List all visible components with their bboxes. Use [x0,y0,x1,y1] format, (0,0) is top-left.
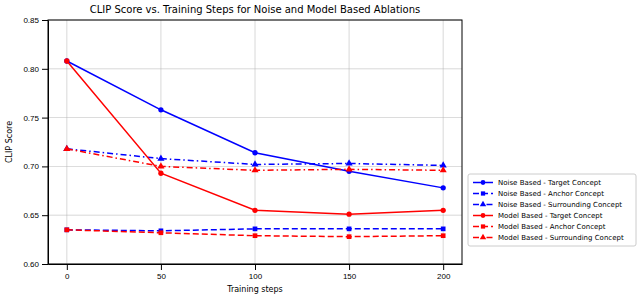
tick-label: 200 [437,272,451,281]
tick-mark [42,69,48,70]
marker [64,58,69,63]
y-axis: 0.60 0.65 0.70 0.75 0.80 0.85 [23,16,48,269]
grid [48,20,462,264]
tick-label: 0.65 [23,211,39,220]
tick: 0.60 [23,260,48,269]
legend-marker [481,224,485,228]
tick-label: 150 [343,272,357,281]
marker [346,165,353,171]
chart: 0 50 100 150 200 0.60 0.65 0.70 0.75 0.80 0.85 CLIP… [0,0,640,298]
tick-mark [443,264,444,270]
grid-line [48,68,462,69]
tick: 0.85 [23,16,48,25]
tick: 0.65 [23,211,48,220]
grid-line [48,117,462,118]
legend-label: Model Based - Surrounding Concept [498,234,624,242]
legend-label: Noise Based - Surrounding Concept [498,201,622,209]
marker [252,208,257,213]
tick-mark [42,166,48,167]
legend-box [468,174,636,246]
tick: 0 [65,264,70,281]
tick-mark [42,264,48,265]
legend-label: Noise Based - Target Concept [498,179,601,187]
tick-label: 0 [65,272,70,281]
series-line [67,61,443,188]
tick: 150 [343,264,357,281]
legend-marker [481,213,486,218]
tick-label: 0.80 [23,65,39,74]
tick-mark [161,264,162,270]
tick-label: 0.70 [23,162,39,171]
legend-label: Model Based - Target Concept [498,212,603,220]
legend-marker [481,191,485,195]
tick: 0.70 [23,162,48,171]
tick-mark [42,20,48,21]
marker [441,227,446,232]
marker [441,208,446,213]
marker [159,230,164,235]
legend-item: Noise Based - Surrounding Concept [473,201,622,209]
tick: 0.75 [23,114,48,123]
tick: 200 [437,264,451,281]
legend-item: Model Based - Surrounding Concept [473,234,624,242]
plot-frame [48,20,462,264]
legend-label: Model Based - Anchor Concept [498,223,606,231]
grid-line [66,20,67,264]
legend-item: Model Based - Target Concept [473,212,603,220]
tick: 50 [157,264,166,281]
x-axis: 0 50 100 150 200 [49,264,463,281]
series-group [63,58,446,239]
legend-item: Noise Based - Anchor Concept [473,190,604,198]
marker [63,145,70,151]
marker [64,227,69,232]
title: CLIP Score vs. Training Steps for Noise … [90,4,421,15]
tick-label: 100 [249,272,263,281]
marker [441,233,446,238]
marker [64,227,69,232]
tick-mark [349,264,350,270]
tick: 100 [249,264,263,281]
legend-item: Model Based - Anchor Concept [473,223,606,231]
marker [346,212,351,217]
marker [441,185,446,190]
marker [251,166,258,172]
marker [158,171,163,176]
plot: 0 50 100 150 200 0.60 0.65 0.70 0.75 0.80 0.85 [23,16,462,281]
legend-label: Noise Based - Anchor Concept [498,190,604,198]
marker [347,234,352,239]
marker [157,162,164,168]
marker [158,107,163,112]
grid-line [48,215,462,216]
marker [253,227,258,232]
tick-label: 0.75 [23,114,39,123]
legend-item: Noise Based - Target Concept [473,179,601,187]
tick-label: 0.85 [23,16,39,25]
marker [157,154,164,160]
tick-mark [42,118,48,119]
grid-line [160,20,161,264]
marker [64,58,69,63]
marker [346,159,353,165]
tick: 0.80 [23,65,48,74]
marker [252,150,257,155]
tick-mark [42,215,48,216]
series-line [67,61,443,214]
tick-mark [67,264,68,270]
marker [251,160,258,166]
legend-marker [481,180,486,185]
legend: Noise Based - Target Concept Noise Based … [468,174,636,246]
tick-mark [255,264,256,270]
tick-label: 0.60 [23,260,39,269]
x-axis-title: Training steps [226,285,283,294]
legend-marker [480,201,486,207]
legend-marker [480,234,486,240]
tick-label: 50 [157,272,166,281]
marker [253,233,258,238]
marker [440,166,447,172]
marker [347,227,352,232]
marker [63,145,70,151]
y-axis-title: CLIP Score [5,121,14,163]
